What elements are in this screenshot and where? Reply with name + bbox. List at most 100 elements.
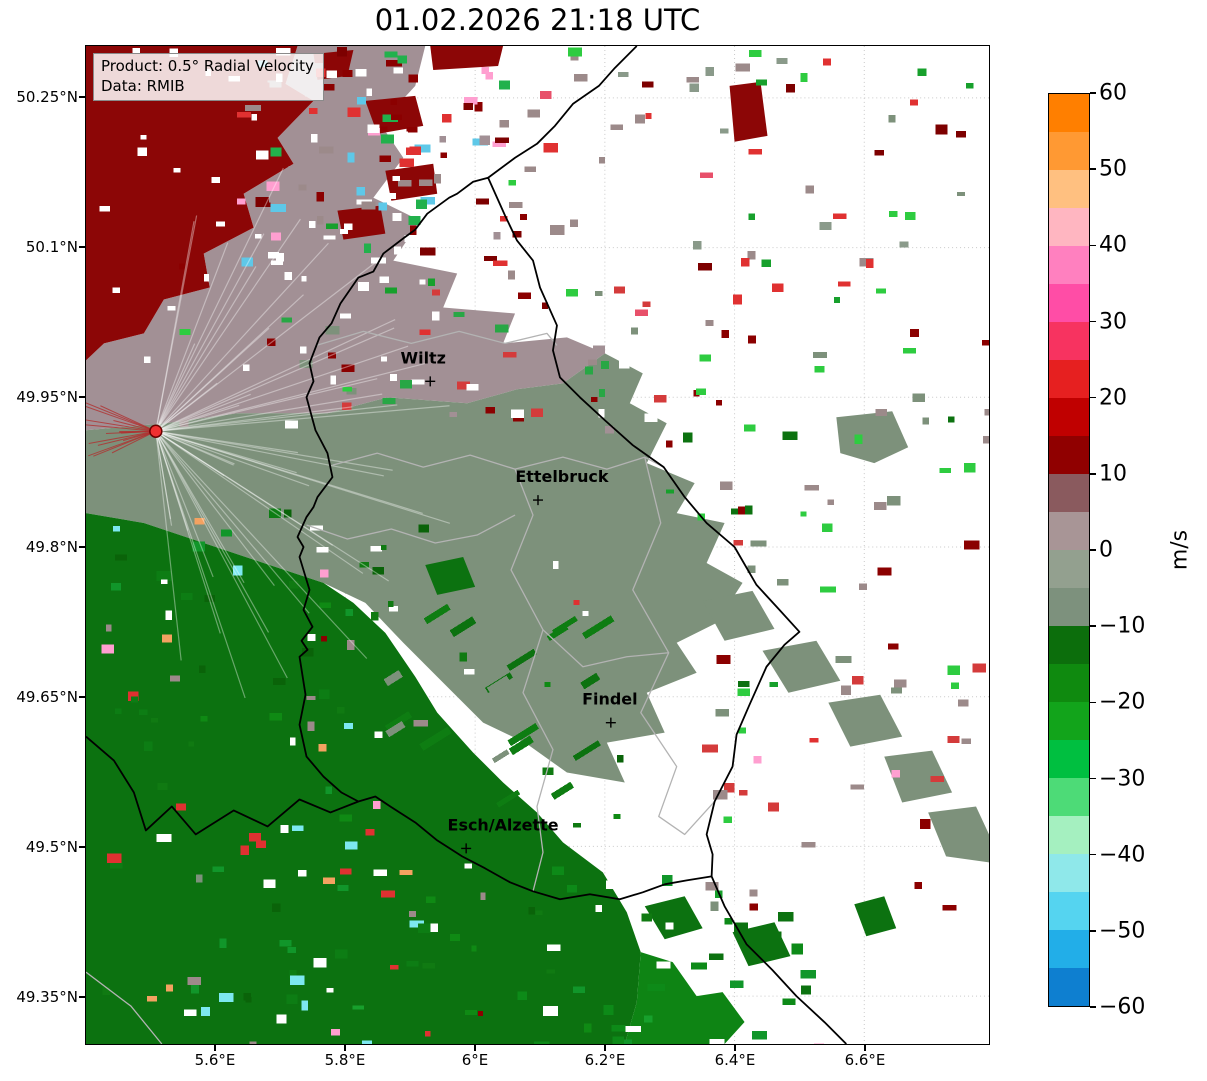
radar-speckle [192,541,205,552]
radar-speckle [813,351,827,358]
radar-speckle [899,241,909,248]
radar-speckle [397,55,408,64]
radar-speckle [748,50,762,58]
radar-speckle [343,722,354,730]
radar-speckle [667,511,674,518]
radar-speckle [325,325,340,335]
velocity-region-gray-green-band-4 [884,750,953,803]
radar-speckle [302,111,317,121]
radar-speckle [761,259,771,267]
radar-speckle [240,845,250,855]
radar-speckle [169,48,178,58]
radar-beam-streak [155,393,383,432]
radar-speckle [211,177,220,184]
velocity-region-near-zero-gray-green-main [86,353,743,783]
radar-speckle [408,215,421,225]
radar-speckle [323,235,336,240]
colorbar-segment [1049,626,1089,664]
radar-speckle [140,134,147,140]
radar-speckle [432,289,440,296]
city-label: Wiltz [401,348,446,367]
radar-beam-streak [155,430,245,584]
radar-speckle [570,420,578,429]
city-label: Findel [582,690,637,709]
radar-speckle [720,481,733,491]
radar-speckle [958,699,969,707]
radar-speckle [269,712,282,721]
radar-speckle [875,409,888,416]
radar-speckle [939,467,952,474]
colorbar-tick-label: 10 [1099,461,1127,487]
radar-speckle [425,896,436,903]
colorbar-segment [1049,550,1089,588]
radar-speckle [536,621,555,636]
radar-speckle [370,546,382,552]
colorbar-unit-label: m/s [1167,529,1193,571]
radar-speckle [400,379,412,389]
colorbar-tick-label: −10 [1099,613,1146,639]
radar-speckle [358,281,369,291]
colorbar-segment [1049,436,1089,474]
radar-speckle [877,567,892,576]
radar-speckle [313,958,327,968]
radar-speckle [356,96,367,105]
radar-speckle [585,366,593,375]
radar-speckle [782,998,796,1006]
city-marker-findel [605,717,616,728]
radar-speckle [942,904,957,911]
internal-border-line [632,457,716,836]
radar-speckle [374,731,383,738]
radar-map-canvas: Wiltz Ettelbruck Findel Esch/Alzette [86,46,989,1044]
colorbar-segment [1049,740,1089,778]
radar-speckle [686,76,700,83]
radar-speckle [256,150,269,160]
radar-speckle [295,252,308,260]
radar-speckle [390,114,403,120]
radar-speckle [289,737,296,746]
radar-speckle [805,185,815,194]
radar-speckle [342,70,353,78]
radar-beam-streak [155,327,270,432]
radar-speckle [112,287,121,293]
radar-speckle [347,152,355,163]
radar-speckle [466,384,479,391]
radar-beam-streak [155,430,234,466]
radar-speckle [254,240,265,248]
radar-beam-streak [155,431,246,699]
colorbar-segment [1049,512,1089,550]
radar-speckle [406,127,418,133]
radar-speckle [893,679,907,688]
radar-speckle [331,1028,341,1036]
radar-speckle [419,279,426,285]
radar-speckle [551,866,564,875]
colorbar-segment [1049,930,1089,968]
radar-speckle [634,309,648,316]
radar-speckle [432,311,440,321]
radar-speckle [617,71,629,78]
radar-speckle [581,952,593,962]
velocity-region-dark-red-patch-6 [729,81,768,142]
radar-speckle [791,943,804,955]
colorbar-tick-label: −50 [1099,918,1146,944]
radar-beam-streak [155,430,423,514]
radar-speckle [570,54,579,61]
radar-speckle [615,1039,633,1044]
radar-speckle [580,672,601,690]
radar-speckle [747,250,756,260]
radar-speckle [434,174,441,184]
radar-speckle [382,114,399,123]
radar-speckle [337,706,345,714]
velocity-region-dark-green-bottom-2 [644,896,703,940]
radar-speckle [508,179,516,186]
city-label: Esch/Alzette [448,815,559,834]
colorbar-segment [1049,892,1089,930]
colorbar-tick-mark [1090,396,1096,399]
radar-speckle [500,216,508,222]
radar-speckle [508,735,534,756]
radar-speckle [251,113,257,121]
radar-speckle [656,961,671,969]
radar-speckle [102,986,110,995]
radar-speckle [449,616,477,638]
radar-speckle [166,984,173,992]
radar-speckle [334,949,348,959]
